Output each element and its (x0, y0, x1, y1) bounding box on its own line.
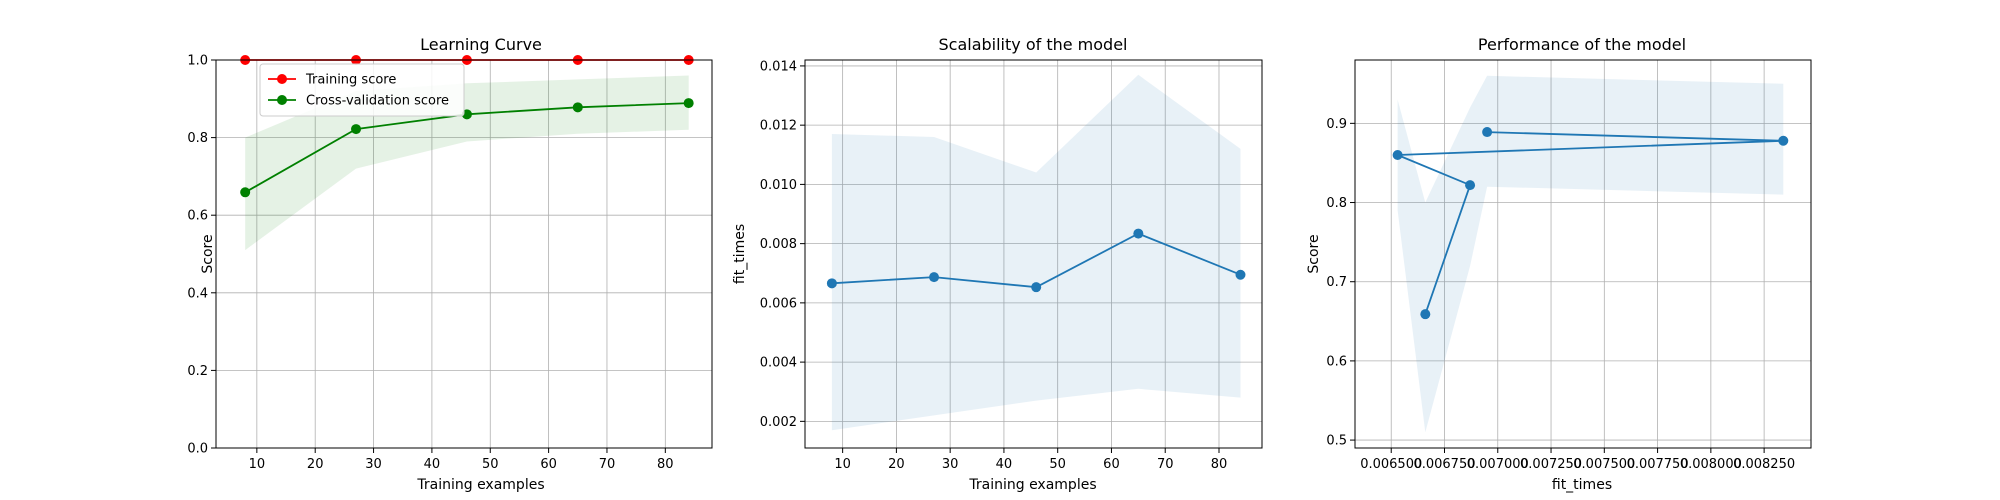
x-tick-label: 40 (996, 457, 1013, 472)
y-tick-label: 0.5 (1326, 434, 1347, 449)
legend-box (259, 63, 465, 117)
x-tick-label: 0.007250 (1520, 457, 1582, 472)
x-tick-label: 30 (365, 457, 382, 472)
axes-frame (804, 59, 1263, 449)
y-axis-label: fit_times (732, 224, 748, 284)
series-0-point (1465, 180, 1476, 191)
grid (805, 60, 1262, 448)
series-0-point (1420, 309, 1431, 320)
performance-chart: Performance of the model fit_times Score… (1306, 35, 1812, 493)
y-tick-label: 0.7 (1326, 275, 1347, 290)
series-0-point (1392, 150, 1403, 161)
x-tick-label: 0.008250 (1733, 457, 1795, 472)
series-0-point (826, 278, 837, 289)
axes-frame (1354, 59, 1812, 449)
x-tick-label: 0.006500 (1360, 457, 1422, 472)
series-0-point (1778, 135, 1789, 146)
legend-swatch-marker (277, 74, 287, 84)
y-tick-label: 0.8 (1326, 196, 1347, 211)
y-tick-label: 0.004 (760, 356, 797, 371)
x-tick-label: 70 (599, 457, 616, 472)
x-tick-label: 0.008000 (1680, 457, 1742, 472)
y-tick-label: 0.2 (187, 364, 208, 379)
plot-area (1397, 75, 1784, 433)
x-tick-label: 70 (1157, 457, 1174, 472)
y-tick-label: 1.0 (187, 54, 208, 69)
x-tick-label: 50 (482, 457, 499, 472)
y-tick-label: 0.6 (1326, 354, 1347, 369)
x-tick-label: 10 (834, 457, 851, 472)
x-tick-label: 0.006750 (1413, 457, 1475, 472)
y-tick-label: 0.010 (760, 178, 797, 193)
series-0-band (831, 74, 1241, 431)
x-axis-label: fit_times (1552, 477, 1612, 493)
y-tick-label: 0.002 (760, 415, 797, 430)
y-axis-label: Score (1306, 234, 1322, 273)
x-axis-label: Training examples (968, 477, 1096, 493)
legend-swatch-marker (277, 95, 287, 105)
series-1-band (245, 75, 689, 251)
confidence-band (1397, 75, 1784, 433)
y-tick-label: 0.6 (187, 209, 208, 224)
y-tick-label: 0.4 (187, 286, 208, 301)
series-0-point (1031, 282, 1042, 293)
y-tick-label: 0.0 (187, 442, 208, 457)
x-tick-label: 80 (1211, 457, 1228, 472)
x-tick-label: 60 (540, 457, 557, 472)
y-tick-label: 0.006 (760, 296, 797, 311)
chart-title: Learning Curve (420, 35, 542, 54)
y-tick-label: 0.012 (760, 119, 797, 134)
x-tick-label: 60 (1103, 457, 1120, 472)
series-1-point (683, 98, 694, 109)
chart-title: Scalability of the model (939, 35, 1128, 54)
grid (1355, 60, 1811, 448)
series-1-point (240, 187, 251, 198)
ticks: 10 20 30 40 50 60 70 80 0.0 0.2 0.4 0.6 0.8 1.0 (187, 54, 673, 473)
x-tick-label: 50 (1049, 457, 1066, 472)
plot-area (831, 74, 1241, 431)
legend-label: Training score (305, 73, 396, 88)
legend-label: Cross-validation score (306, 94, 449, 109)
x-tick-label: 0.007500 (1573, 457, 1635, 472)
x-tick-label: 80 (657, 457, 674, 472)
series-1-point (351, 124, 362, 135)
series-0-point (1133, 228, 1144, 239)
chart-title: Performance of the model (1478, 35, 1686, 54)
ticks: 10 20 30 40 50 60 70 80 0.002 0.004 0.006 0.008 0.01… (760, 59, 1227, 472)
legend: Training score Cross-validation score (259, 63, 465, 117)
y-tick-label: 0.8 (187, 131, 208, 146)
series-1-point (572, 102, 583, 113)
x-tick-label: 40 (424, 457, 441, 472)
plot-area (245, 75, 689, 251)
scalability-chart: Scalability of the model Training exampl… (732, 35, 1263, 493)
x-axis-label: Training examples (416, 477, 544, 493)
x-tick-label: 20 (888, 457, 905, 472)
axes-frame (215, 59, 713, 449)
y-tick-label: 0.9 (1326, 117, 1347, 132)
series-0-point (1482, 127, 1493, 138)
ticks: 0.0065000.0067500.0070000.0072500.007500… (1326, 117, 1795, 472)
series-0-point (929, 272, 940, 283)
x-tick-label: 10 (249, 457, 266, 472)
x-tick-label: 30 (942, 457, 959, 472)
y-axis-label: Score (200, 234, 216, 273)
y-tick-label: 0.014 (760, 59, 797, 74)
x-tick-label: 20 (307, 457, 324, 472)
y-tick-label: 0.008 (760, 237, 797, 252)
x-tick-label: 0.007750 (1627, 457, 1689, 472)
series-0-point (1235, 269, 1246, 280)
learning-curve-chart: Learning Curve Training examples Score 1… (187, 35, 713, 493)
x-tick-label: 0.007000 (1467, 457, 1529, 472)
